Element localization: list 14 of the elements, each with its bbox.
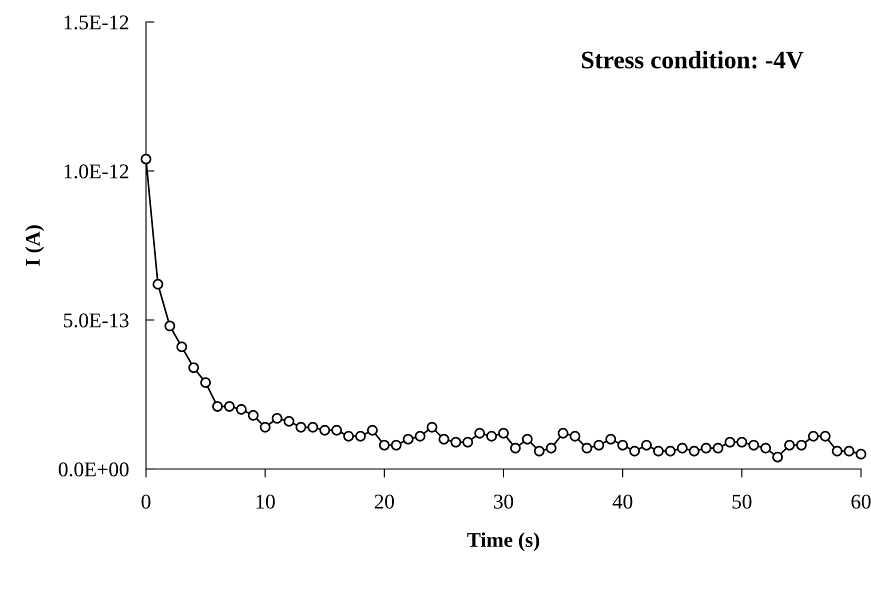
y-axis-title: I (A) [25, 225, 44, 266]
x-tick-label: 60 [851, 494, 871, 509]
y-tick-label: 1.0E-12 [64, 164, 128, 179]
x-tick-label: 10 [256, 494, 275, 509]
x-tick-label: 20 [374, 494, 394, 509]
x-tick-label: 40 [612, 494, 632, 509]
y-tick-label: 0.0E+00 [58, 462, 129, 477]
x-tick-label: 50 [732, 494, 752, 509]
x-axis-title: Time (s) [467, 532, 540, 552]
x-tick-label: 0 [142, 494, 150, 509]
x-tick-label: 30 [494, 494, 514, 509]
annotation: Stress condition: -4V [582, 50, 804, 69]
y-tick-label: 1.5E-12 [64, 15, 128, 30]
y-tick-label: 5.0E-13 [64, 313, 129, 328]
